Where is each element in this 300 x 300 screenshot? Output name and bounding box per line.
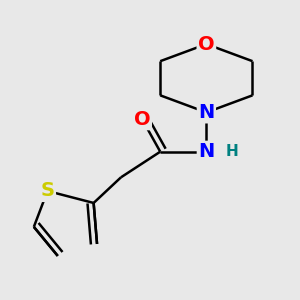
Text: O: O [134, 110, 151, 129]
Text: S: S [40, 182, 55, 200]
Text: N: N [198, 103, 214, 122]
Text: N: N [198, 142, 214, 161]
Text: H: H [226, 144, 238, 159]
Text: O: O [198, 34, 215, 54]
